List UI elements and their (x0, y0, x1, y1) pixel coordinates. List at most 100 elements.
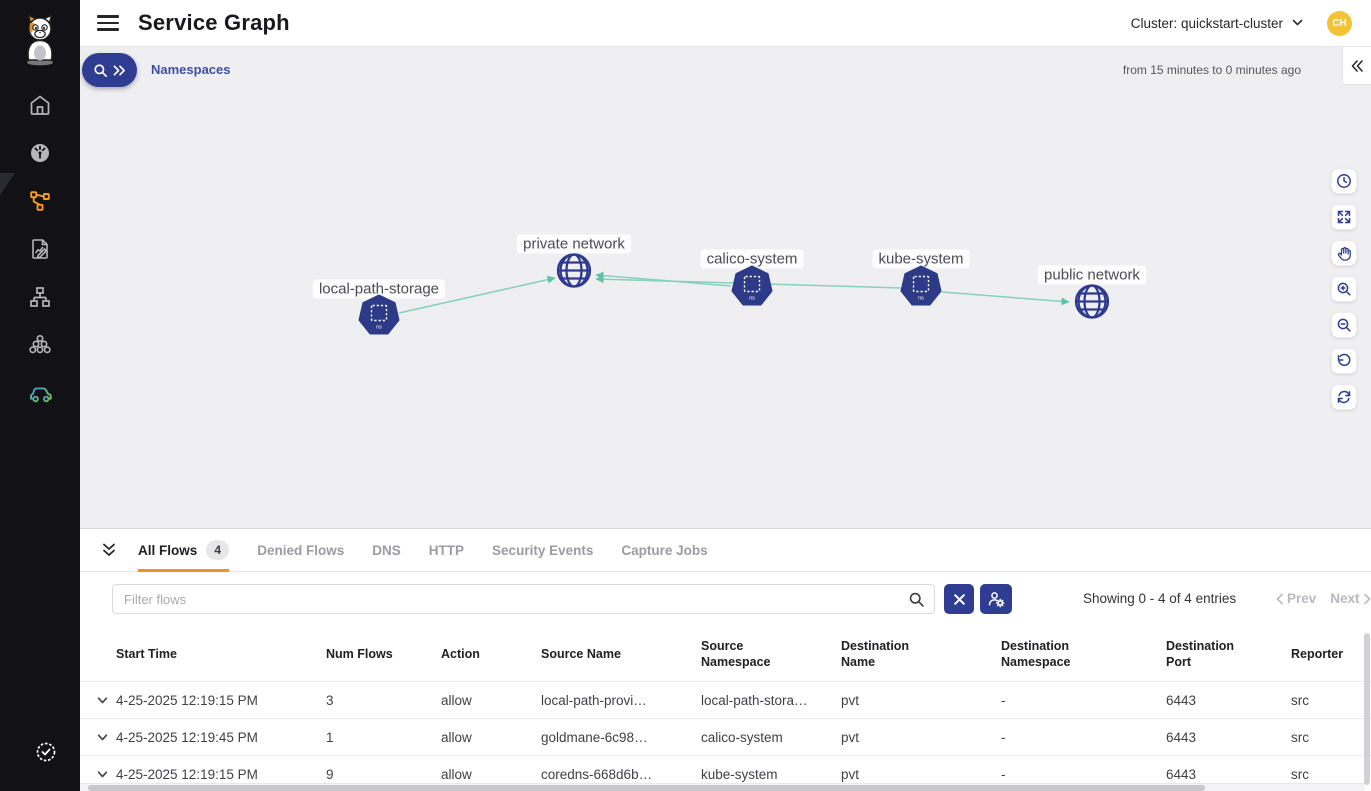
home-icon[interactable] (28, 93, 52, 117)
active-item-wedge (0, 173, 15, 195)
row-expander[interactable] (80, 732, 116, 743)
svg-text:ns: ns (376, 325, 382, 331)
table-row[interactable]: 4-25-2025 12:19:15 PM 9 allow coredns-66… (80, 755, 1371, 791)
page-title: Service Graph (138, 10, 290, 35)
zoom-out-button[interactable] (1331, 312, 1357, 338)
search-icon (94, 63, 107, 77)
flows-panel: All Flows 4 Denied Flows DNS HTTP Securi… (80, 528, 1371, 791)
tab-all-flows[interactable]: All Flows 4 (138, 529, 230, 572)
table-row[interactable]: 4-25-2025 12:19:15 PM 3 allow local-path… (80, 681, 1371, 718)
sidebar (0, 0, 80, 791)
col-action: Action (441, 647, 480, 662)
cluster-selector-label: Cluster: quickstart-cluster (1130, 15, 1283, 31)
node-label[interactable]: calico-system (700, 249, 804, 269)
node-label[interactable]: local-path-storage (312, 279, 446, 299)
chevron-down-icon (97, 696, 108, 703)
calico-cat-logo[interactable] (18, 14, 62, 66)
table-row[interactable]: 4-25-2025 12:19:45 PM 1 allow goldmane-6… (80, 718, 1371, 755)
search-icon[interactable] (908, 591, 925, 613)
chevron-down-icon (97, 770, 108, 777)
graph-search-button[interactable] (82, 53, 137, 87)
prev-page-button[interactable]: Prev (1275, 591, 1316, 606)
filter-flows-input[interactable] (112, 584, 935, 614)
top-bar: Service Graph Cluster: quickstart-cluste… (80, 0, 1371, 47)
tab-capture-jobs[interactable]: Capture Jobs (621, 542, 708, 558)
vehicle-icon[interactable] (28, 380, 52, 404)
col-destination-port: Destination Port (1166, 639, 1235, 669)
dashboard-gauge-icon[interactable] (28, 141, 52, 165)
tab-denied-flows[interactable]: Denied Flows (257, 542, 345, 558)
node-private-network[interactable] (554, 251, 594, 296)
col-num-flows: Num Flows (326, 647, 393, 662)
chevron-right-icon (1363, 593, 1370, 604)
collapse-panel-button[interactable] (96, 537, 122, 563)
pagination-summary: Showing 0 - 4 of 4 entries (1083, 591, 1237, 606)
undo-layout-button[interactable] (1331, 348, 1357, 374)
col-reporter: Reporter (1291, 647, 1344, 662)
breadcrumb[interactable]: Namespaces (151, 62, 231, 77)
node-label[interactable]: kube-system (872, 249, 970, 269)
chevron-down-icon (97, 733, 108, 740)
network-sitemap-icon[interactable] (28, 285, 52, 309)
double-chevron-down-icon (103, 543, 115, 556)
policies-icon[interactable] (28, 237, 52, 261)
zoom-in-icon (1337, 282, 1351, 296)
column-settings-button[interactable] (980, 584, 1012, 614)
fit-screen-button[interactable] (1331, 204, 1357, 230)
clock-icon (1337, 174, 1351, 188)
col-source-namespace: Source Namespace (701, 639, 771, 669)
row-expander[interactable] (80, 695, 116, 706)
clear-filter-button[interactable] (944, 584, 974, 614)
col-destination-namespace: Destination Namespace (1001, 639, 1071, 669)
hand-icon (1337, 247, 1351, 261)
col-destination-name: Destination Name (841, 639, 910, 669)
tab-http[interactable]: HTTP (428, 542, 465, 558)
graph-edges (398, 271, 1070, 314)
double-chevron-right-icon (113, 64, 125, 76)
node-public-network[interactable] (1072, 282, 1112, 327)
time-range-label: from 15 minutes to 0 minutes ago (1122, 63, 1301, 77)
close-icon (953, 593, 965, 605)
svg-text:ns: ns (918, 296, 924, 302)
node-label[interactable]: public network (1038, 265, 1146, 285)
zoom-in-button[interactable] (1331, 276, 1357, 302)
zoom-out-icon (1337, 318, 1351, 332)
refresh-icon (1337, 390, 1351, 404)
verified-badge-icon[interactable] (34, 740, 58, 764)
clusters-icon[interactable] (28, 333, 52, 357)
col-source-name: Source Name (541, 647, 621, 662)
node-calico-system[interactable]: ns (731, 265, 773, 313)
row-expander[interactable] (80, 769, 116, 780)
undo-icon (1337, 353, 1351, 366)
flows-filter-row: Showing 0 - 4 of 4 entries Prev Next (80, 572, 1371, 629)
double-chevron-left-icon (1351, 59, 1363, 72)
next-page-button[interactable]: Next (1330, 591, 1371, 606)
col-start-time: Start Time (116, 647, 177, 662)
refresh-button[interactable] (1331, 384, 1357, 410)
chevron-left-icon (1276, 593, 1283, 604)
avatar[interactable]: CH (1327, 10, 1352, 36)
node-label[interactable]: private network (517, 234, 631, 254)
flows-table-header: Start Time Num Flows Action Source Name … (80, 629, 1371, 681)
service-graph-icon[interactable] (28, 189, 52, 213)
hamburger-menu-icon[interactable] (97, 15, 119, 31)
user-gear-icon (988, 592, 1005, 608)
service-graph-canvas: local-path-storage private network calic… (80, 47, 1371, 791)
vertical-scrollbar[interactable] (1364, 633, 1370, 785)
tab-security-events[interactable]: Security Events (492, 542, 594, 558)
tab-dns[interactable]: DNS (372, 542, 401, 558)
pagination-controls: Prev Next (1275, 591, 1371, 606)
expand-right-panel-button[interactable] (1342, 47, 1371, 85)
main-column: Service Graph Cluster: quickstart-cluste… (80, 0, 1371, 791)
time-settings-button[interactable] (1331, 168, 1357, 194)
node-local-path-storage[interactable]: ns (358, 294, 400, 342)
flows-tabs: All Flows 4 Denied Flows DNS HTTP Securi… (80, 529, 1371, 572)
graph-toolbar (1331, 168, 1357, 410)
fit-screen-icon (1337, 210, 1351, 224)
node-kube-system[interactable]: ns (900, 265, 942, 313)
svg-text:ns: ns (749, 296, 755, 302)
cluster-selector[interactable]: Cluster: quickstart-cluster (1131, 16, 1303, 31)
pan-hand-button[interactable] (1331, 240, 1357, 266)
horizontal-scrollbar[interactable] (88, 784, 1205, 791)
